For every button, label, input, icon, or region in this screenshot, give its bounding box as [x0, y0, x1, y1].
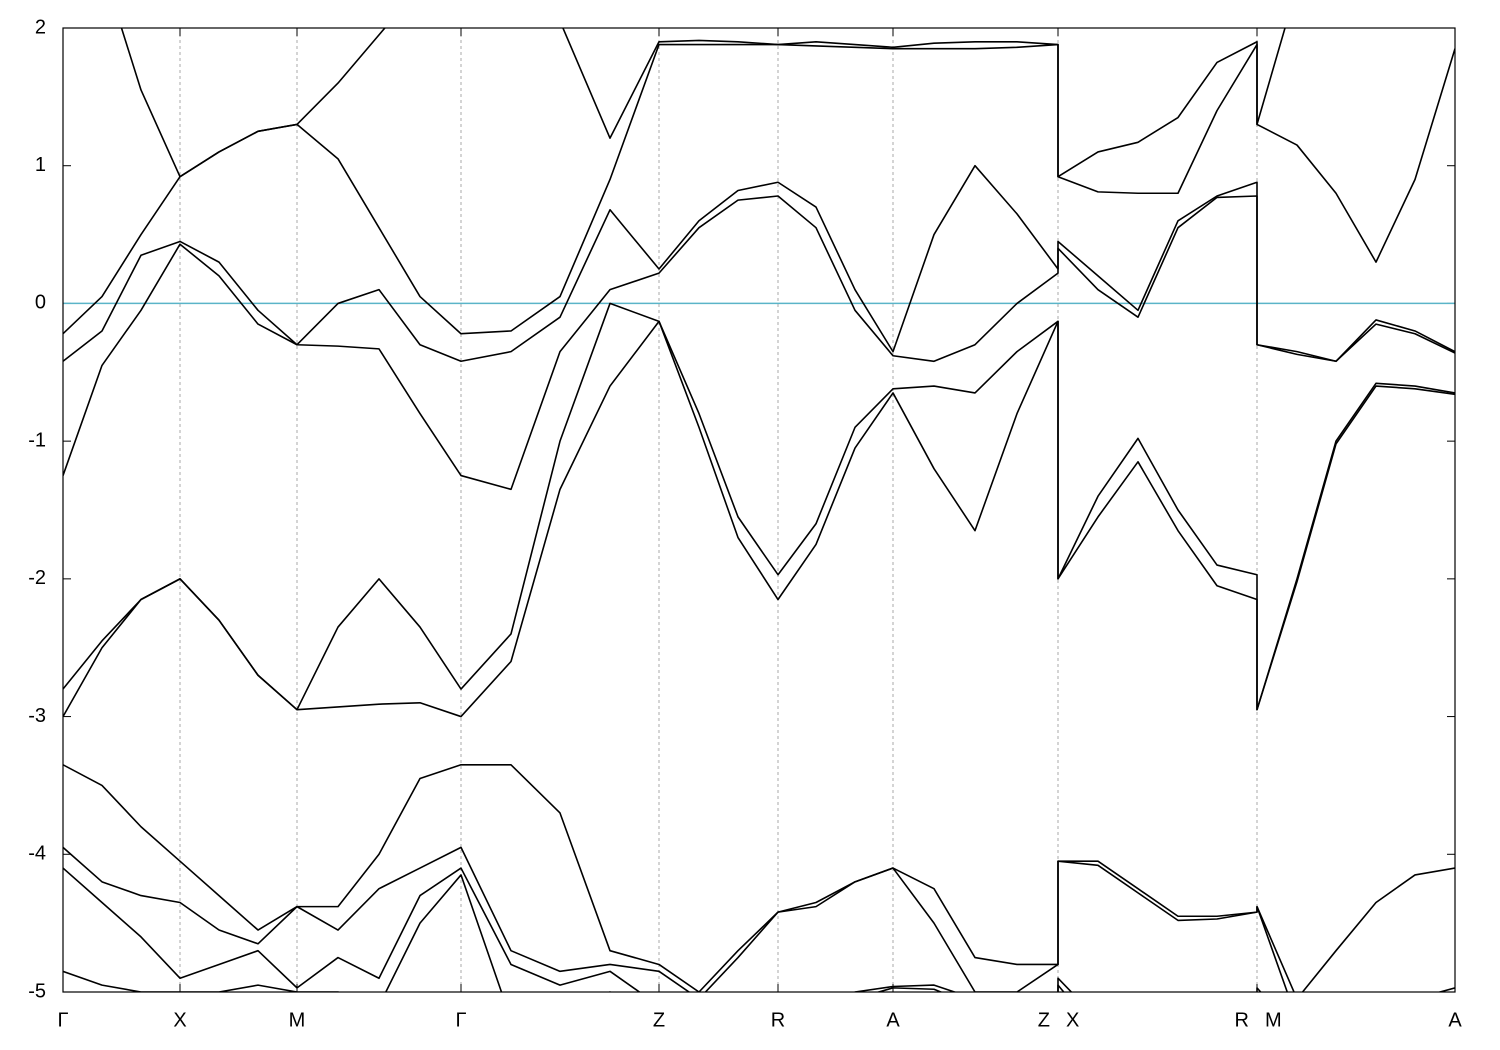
band-line	[63, 846, 1455, 992]
y-tick-label: -5	[28, 980, 46, 1002]
x-tick-label: A	[886, 1009, 900, 1031]
x-tick-label: R	[771, 1009, 785, 1031]
y-tick-label: 1	[35, 154, 46, 176]
x-tick-label: Z	[1038, 1009, 1050, 1031]
band-line	[63, 867, 1455, 992]
y-tick-label: -4	[28, 843, 46, 865]
y-tick-label: 0	[35, 292, 46, 314]
y-tick-label: -2	[28, 567, 46, 589]
band-line	[120, 28, 1286, 178]
band-line	[63, 43, 1455, 335]
x-tick-label: A	[1448, 1009, 1462, 1031]
x-tick-label: X	[1066, 1009, 1079, 1031]
y-tick-label: -1	[28, 429, 46, 451]
x-tick-label: Z	[653, 1009, 665, 1031]
x-tick-label: X	[173, 1009, 186, 1031]
plot-frame	[62, 27, 1456, 993]
x-tick-label: R	[1235, 1009, 1249, 1031]
x-tick-label: Γ	[455, 1009, 466, 1031]
y-tick-label: -3	[28, 705, 46, 727]
band-line	[63, 302, 1455, 711]
y-tick-label: 2	[35, 16, 46, 38]
x-tick-label: Γ	[57, 1009, 68, 1031]
band-line	[63, 320, 1455, 718]
plot-area	[63, 28, 1455, 992]
band-line	[63, 195, 1455, 491]
x-tick-label: M	[1265, 1009, 1282, 1031]
x-tick-label: M	[289, 1009, 306, 1031]
